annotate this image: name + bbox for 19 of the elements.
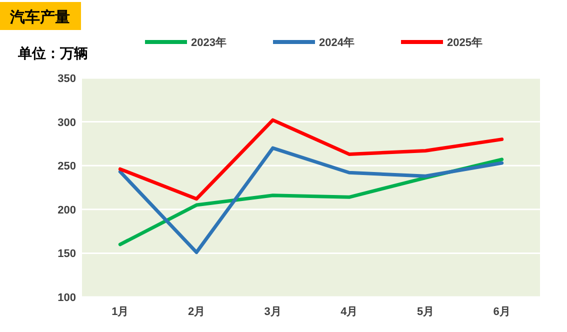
y-tick-label: 150 (58, 248, 76, 260)
y-tick-label: 200 (58, 204, 76, 216)
line-series (118, 118, 504, 201)
y-tick-label: 300 (58, 116, 76, 129)
legend-label: 2023年 (191, 36, 226, 49)
x-tick-label: 2月 (188, 306, 206, 318)
x-tick-label: 6月 (493, 306, 510, 318)
x-tick-label: 5月 (416, 306, 434, 318)
x-tick-label: 4月 (340, 306, 358, 318)
legend-label: 2024年 (319, 36, 354, 49)
chart-title: 汽车产量 (9, 8, 70, 26)
x-tick-label: 1月 (112, 306, 129, 318)
legend-label: 2025年 (447, 36, 482, 49)
x-tick-label: 3月 (264, 306, 282, 318)
line-series (118, 146, 504, 254)
y-tick-label: 100 (58, 292, 76, 304)
text: 单位：万辆 (17, 45, 88, 61)
y-tick-label: 250 (58, 160, 76, 173)
y-tick-label: 350 (58, 73, 76, 85)
